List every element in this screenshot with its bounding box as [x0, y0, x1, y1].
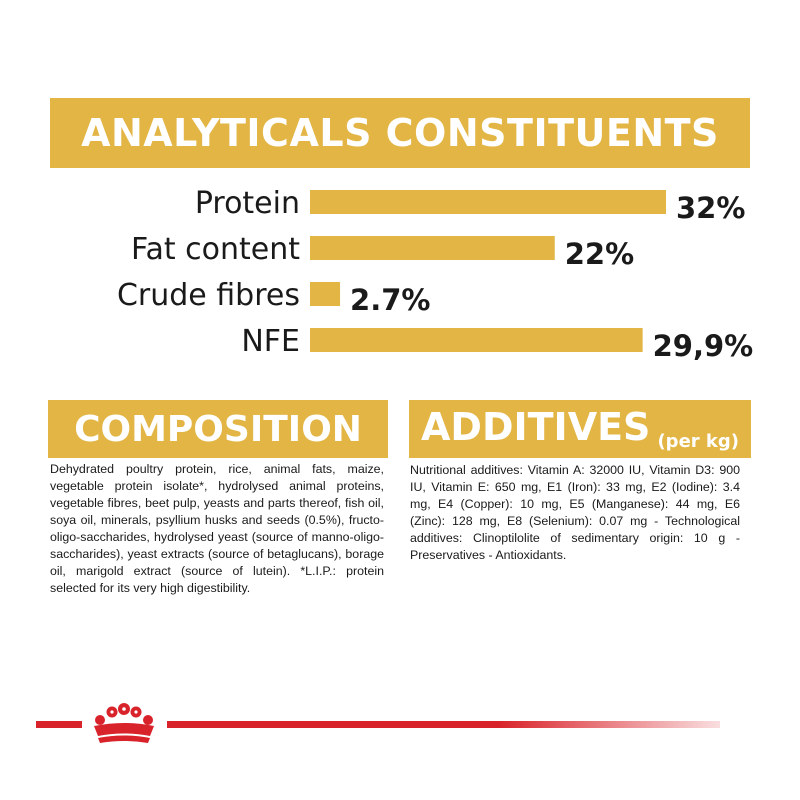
composition-header: COMPOSITION [48, 400, 388, 458]
bar-nfe [310, 328, 643, 352]
brand-line-left [36, 721, 82, 728]
additives-title: ADDITIVES [421, 405, 651, 449]
royal-canin-crown-icon [94, 703, 154, 743]
value-label-fat-content: 22% [565, 237, 634, 271]
bar-protein [310, 190, 666, 214]
additives-unit-label: (per kg) [657, 431, 739, 452]
composition-text: Dehydrated poultry protein, rice, animal… [50, 462, 384, 595]
additives-text: Nutritional additives: Vitamin A: 32000 … [410, 463, 740, 562]
bar-fat-content [310, 236, 555, 260]
bar-crude-fibres [310, 282, 341, 306]
composition-title: COMPOSITION [74, 408, 362, 450]
constituents-bar-chart: Protein 32% Fat content 22% Crude fibres 2.7%… [117, 186, 754, 363]
brand-line-right [167, 721, 720, 728]
constituents-title: ANALYTICALS CONSTITUENTS [81, 111, 719, 155]
category-label-crude-fibres: Crude fibres [117, 278, 300, 313]
value-label-protein: 32% [676, 191, 745, 225]
value-label-nfe: 29,9% [653, 329, 754, 363]
category-label-fat-content: Fat content [131, 232, 300, 267]
additives-header: ADDITIVES (per kg) [409, 400, 751, 458]
value-label-crude-fibres: 2.7% [350, 283, 430, 317]
constituents-header: ANALYTICALS CONSTITUENTS [50, 98, 750, 168]
category-label-nfe: NFE [241, 324, 300, 359]
category-label-protein: Protein [195, 186, 300, 221]
